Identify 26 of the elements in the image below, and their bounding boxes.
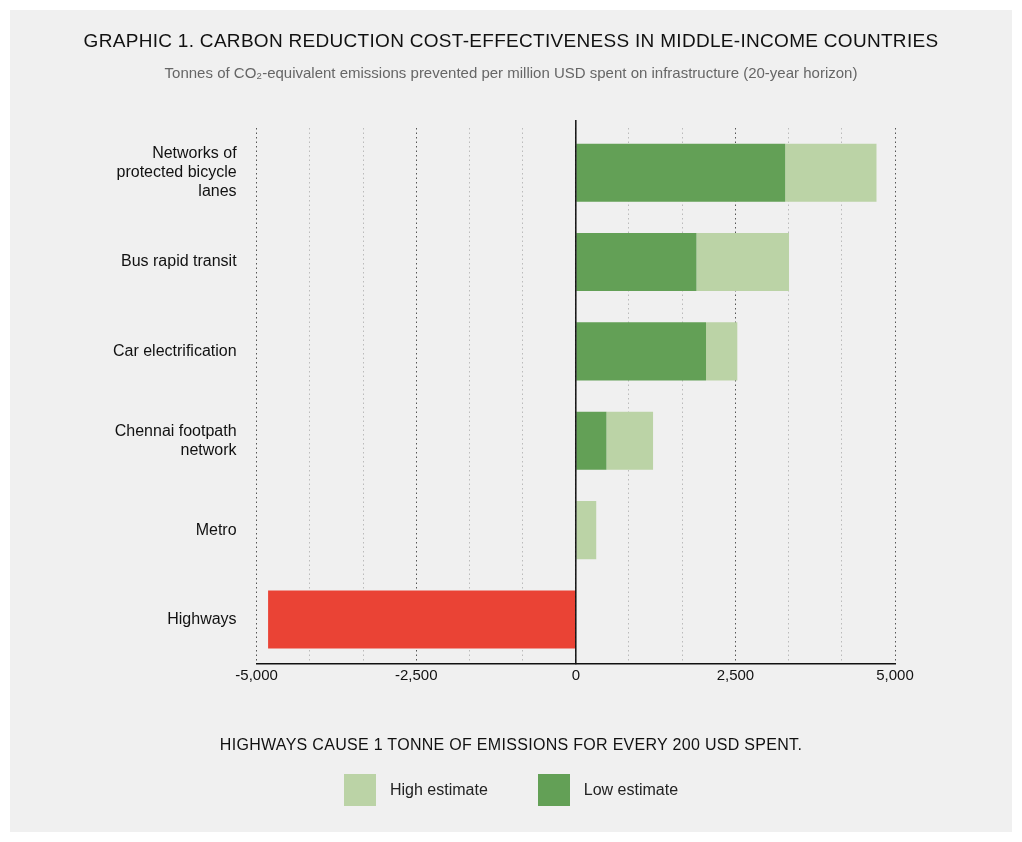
bar	[696, 233, 790, 292]
x-tick-label: 2,500	[716, 666, 755, 684]
bar	[785, 143, 877, 202]
text: HIGHWAYS CAUSE 1 TONNE OF EMISSIONS FOR EVERY 200 USD SPENT.	[218, 736, 804, 754]
y-tick-label: Networks of protected bicycle lanes	[116, 143, 238, 200]
y-tick-label: Bus rapid transit	[120, 252, 238, 270]
bar	[576, 411, 607, 470]
y-tick-label: Highways	[167, 609, 237, 627]
x-tick-label: -5,000	[235, 666, 278, 684]
bar	[576, 233, 697, 292]
legend-label: Low estimate	[583, 781, 679, 799]
bar	[576, 501, 597, 560]
x-tick-label: 0	[571, 666, 580, 684]
y-tick-label: Car electrification	[112, 341, 237, 359]
bar	[706, 322, 738, 381]
x-tick-label: 5,000	[876, 666, 914, 684]
y-tick-label: Metro	[195, 520, 237, 538]
x-tick-label: -2,500	[394, 666, 438, 684]
bar	[576, 143, 786, 202]
bar	[576, 322, 707, 381]
legend-label: High estimate	[389, 781, 488, 799]
chart-subtitle: Tonnes of CO₂-equivalent emissions prevented per million USD spent on infrastructure (20-year horizon)	[163, 64, 859, 81]
chart-title: GRAPHIC 1. CARBON REDUCTION COST-EFFECTIVENESS IN MIDDLE-INCOME COUNTRIES	[82, 30, 940, 52]
bar	[268, 590, 576, 649]
y-tick-label: Chennai footpath network	[114, 421, 238, 458]
bar	[606, 411, 654, 470]
